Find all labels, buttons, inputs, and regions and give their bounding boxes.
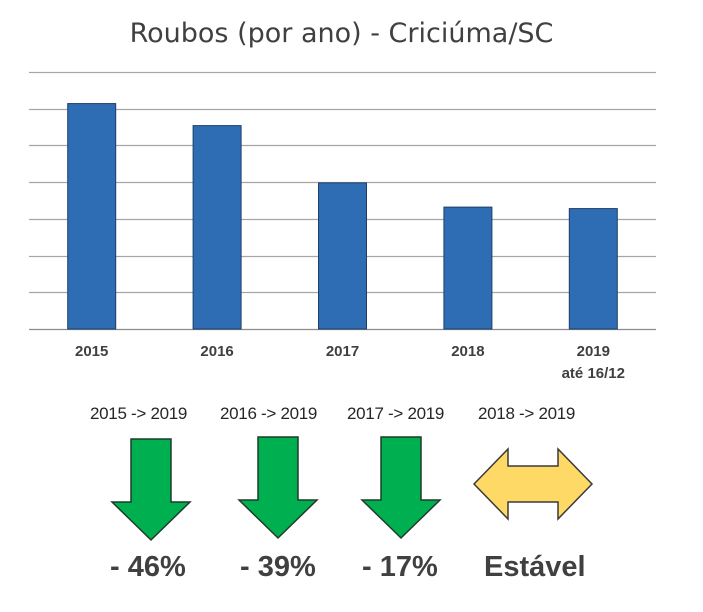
comparison-label: 2017 -> 2019 [347,404,445,423]
bar [192,125,242,330]
comparison-value: - 39% [240,551,316,583]
x-tick-label: até 16/12 [562,365,625,382]
comparison-label: 2016 -> 2019 [220,404,318,423]
x-tick-label: 2019 [577,343,610,360]
x-axis-tick-labels: 2015 2016 2017 2018 2019 até 16/12 [75,343,625,382]
bar [318,182,367,330]
x-tick-label: 2018 [451,343,484,360]
bar [443,206,493,330]
bars [67,103,618,330]
chart-title: Roubos (por ano) - Criciúma/SC [129,18,554,49]
bar [568,208,618,330]
down-arrow-icon [110,438,192,542]
comparison-label: 2018 -> 2019 [478,404,576,423]
down-arrow-icon [360,436,442,540]
comparison-value: Estável [484,551,586,583]
comparison-label: 2015 -> 2019 [90,404,188,423]
x-tick-label: 2016 [200,343,233,360]
x-tick-label: 2015 [75,343,108,360]
x-tick-label: 2017 [326,343,359,360]
double-arrow-icon [472,447,594,521]
bar-chart: 2015 2016 2017 2018 2019 até 16/12 [29,71,656,382]
comparison-value: - 46% [110,551,186,583]
comparison-value: - 17% [362,551,438,583]
bar [67,103,117,330]
down-arrow-icon [237,436,319,540]
